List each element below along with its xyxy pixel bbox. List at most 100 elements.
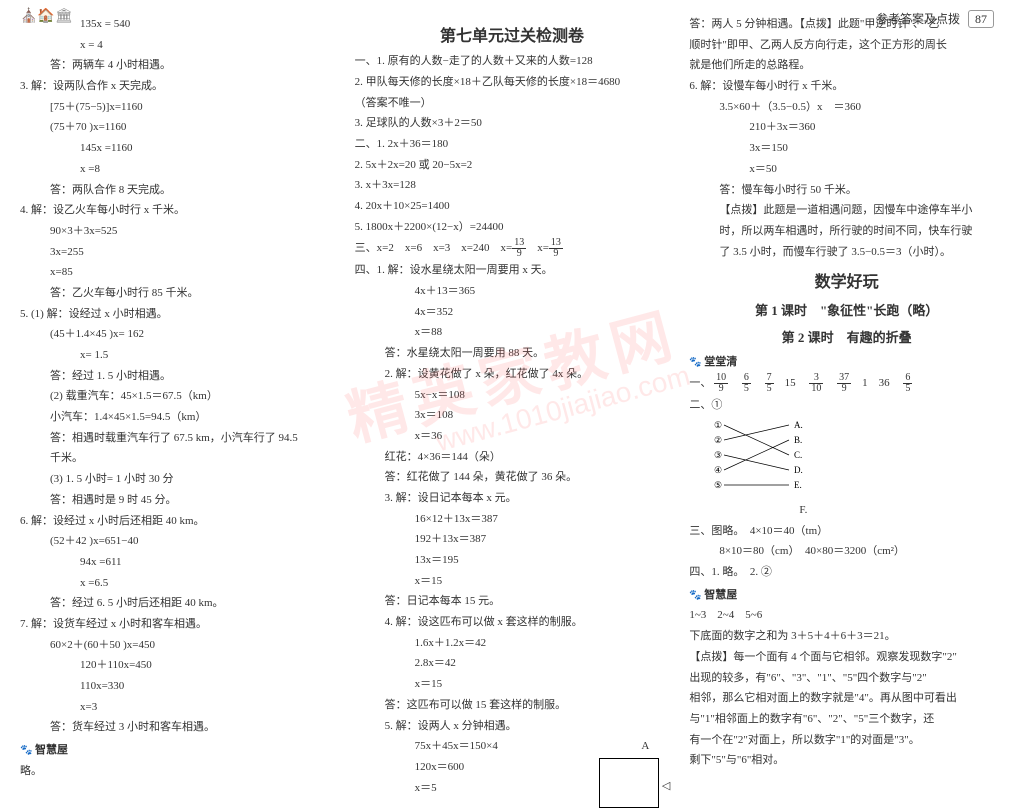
c2-l32: 答：这匹布可以做 15 套这样的制服。	[355, 696, 670, 715]
c2-l17: 5x−x＝108	[355, 386, 670, 405]
c3-l8: x＝50	[689, 160, 1004, 179]
matching-diagram: ①A. ②B. ③C. ④D. ⑤E.	[709, 418, 809, 498]
svg-text:D.: D.	[794, 465, 803, 475]
c2-l11: 四、1. 解：设水星绕太阳一周要用 x 天。	[355, 261, 670, 280]
c1-l5: [75＋(75−5)]x=1160	[20, 98, 335, 117]
c3-sub2: 第 2 课时 有趣的折叠	[689, 327, 1004, 349]
c1-l34: x=3	[20, 698, 335, 717]
c2-l4: 3. 足球队的人数×3＋2＝50	[355, 114, 670, 133]
c2-l14: x＝88	[355, 323, 670, 342]
c2-l24: 192＋13x＝387	[355, 530, 670, 549]
svg-text:①: ①	[714, 420, 722, 430]
c1-l19: (2) 载重汽车：45×1.5＝67.5（km）	[20, 387, 335, 406]
svg-text:④: ④	[714, 465, 722, 475]
c3-title: 数学好玩	[689, 269, 1004, 296]
c3-l12: 了 3.5 小时，而慢车行驶了 3.5−0.5＝3（小时）。	[689, 243, 1004, 262]
c3-l20: 【点拨】每一个面有 4 个面与它相邻。观察发现数字"2"	[689, 648, 1004, 667]
c3-l5: 3.5×60＋（3.5−0.5）x ＝360	[689, 98, 1004, 117]
c3-l9: 答：慢车每小时行 50 千米。	[689, 181, 1004, 200]
c2-l16: 2. 解：设黄花做了 x 朵，红花做了 4x 朵。	[355, 365, 670, 384]
c2-l25: 13x＝195	[355, 551, 670, 570]
svg-text:②: ②	[714, 435, 722, 445]
c2-l8: 4. 20x＋10×25=1400	[355, 197, 670, 216]
c2-l2: 2. 甲队每天修的长度×18＋乙队每天修的长度×18＝4680	[355, 73, 670, 92]
c1-l17: x= 1.5	[20, 346, 335, 365]
c1-l37: 略。	[20, 762, 335, 781]
c1-l18: 答：经过 1. 5 小时相遇。	[20, 367, 335, 386]
c1-l35: 答：货车经过 3 小时和客车相遇。	[20, 718, 335, 737]
c3-l10: 【点拨】此题是一道相遇问题，因慢车中途停车半小	[689, 201, 1004, 220]
svg-text:A.: A.	[794, 420, 803, 430]
svg-text:C.: C.	[794, 450, 802, 460]
c2-l22: 3. 解：设日记本每本 x 元。	[355, 489, 670, 508]
header-deco: ⛪🏠🏛	[20, 8, 73, 25]
c1-l27: 94x =611	[20, 553, 335, 572]
c1-l10: 4. 解：设乙火车每小时行 x 千米。	[20, 201, 335, 220]
c1-l9: 答：两队合作 8 天完成。	[20, 181, 335, 200]
c2-l33: 5. 解：设两人 x 分钟相遇。	[355, 717, 670, 736]
c1-l20: 小汽车：1.4×45×1.5=94.5（km）	[20, 408, 335, 427]
c3-l23: 与"1"相邻面上的数字有"6"、"2"、"5"三个数字，还	[689, 710, 1004, 729]
c2-l31: x＝15	[355, 675, 670, 694]
c2-l30: 2.8x＝42	[355, 654, 670, 673]
c1-l4: 3. 解：设两队合作 x 天完成。	[20, 77, 335, 96]
c1-l21: 答：相遇时载重汽车行了 67.5 km，小汽车行了 94.5	[20, 429, 335, 448]
c2-l21: 答：红花做了 144 朵，黄花做了 36 朵。	[355, 468, 670, 487]
c1-l22: 千米。	[20, 449, 335, 468]
c2-l7: 3. x＋3x=128	[355, 176, 670, 195]
column-3: 答：两人 5 分钟相遇。【点拨】此题"甲逆时针"、"乙 顺时针"即甲、乙两人反方…	[689, 15, 1004, 734]
c1-l6: (75＋70 )x=1160	[20, 118, 335, 137]
c2-l13: 4x＝352	[355, 303, 670, 322]
c1-l26: (52＋42 )x=651−40	[20, 532, 335, 551]
c2-l29: 1.6x＋1.2x＝42	[355, 634, 670, 653]
c1-l2: x = 4	[20, 36, 335, 55]
c2-l26: x＝15	[355, 572, 670, 591]
c1-l28: x =6.5	[20, 574, 335, 593]
column-2: 第七单元过关检测卷 一、1. 原有的人数−走了的人数＋又来的人数=128 2. …	[355, 15, 670, 734]
column-1: 135x = 540 x = 4 答：两辆车 4 小时相遇。 3. 解：设两队合…	[20, 15, 335, 734]
c3-l19: 下底面的数字之和为 3＋5＋4＋6＋3＝21。	[689, 627, 1004, 646]
c3-l7: 3x＝150	[689, 139, 1004, 158]
c3-l11: 时，所以两车相遇时，所行驶的时间不同，快车行驶	[689, 222, 1004, 241]
svg-text:③: ③	[714, 450, 722, 460]
c1-l31: 60×2＋(60＋50 )x=450	[20, 636, 335, 655]
c1-l3: 答：两辆车 4 小时相遇。	[20, 56, 335, 75]
header-title: 参考答案及点拨	[876, 12, 960, 26]
c2-title: 第七单元过关检测卷	[355, 23, 670, 50]
c2-l27: 答：日记本每本 15 元。	[355, 592, 670, 611]
c2-l5: 二、1. 2x＋36＝180	[355, 135, 670, 154]
c3-sec1: 堂堂清	[689, 353, 1004, 372]
header-right: 参考答案及点拨 87	[876, 10, 994, 27]
c1-l33: 110x=330	[20, 677, 335, 696]
c2-l18: 3x＝108	[355, 406, 670, 425]
c3-l18: 1~3 2~4 5~6	[689, 606, 1004, 625]
c1-l29: 答：经过 6. 5 小时后还相距 40 km。	[20, 594, 335, 613]
page-content: 135x = 540 x = 4 答：两辆车 4 小时相遇。 3. 解：设两队合…	[0, 0, 1024, 744]
c3-l6: 210＋3x＝360	[689, 118, 1004, 137]
c1-l11: 90×3＋3x=525	[20, 222, 335, 241]
c3-l2: 顺时针"即甲、乙两人反方向行走，这个正方形的周长	[689, 36, 1004, 55]
c2-l20: 红花：4×36＝144（朵）	[355, 448, 670, 467]
page-number: 87	[968, 10, 994, 28]
c2-l3: （答案不唯一）	[355, 94, 670, 113]
c3-l15: 三、图略。 4×10＝40（tm）	[689, 522, 1004, 541]
c2-l19: x＝36	[355, 427, 670, 446]
c1-l32: 120＋110x=450	[20, 656, 335, 675]
c3-l17: 四、1. 略。 2. ②	[689, 563, 1004, 582]
c1-l23: (3) 1. 5 小时= 1 小时 30 分	[20, 470, 335, 489]
c1-l13: x=85	[20, 263, 335, 282]
c1-l12: 3x=255	[20, 243, 335, 262]
c1-l7: 145x =1160	[20, 139, 335, 158]
svg-text:B.: B.	[794, 435, 802, 445]
c1-l16: (45＋1.4×45 )x= 162	[20, 325, 335, 344]
c3-l3: 就是他们所走的总路程。	[689, 56, 1004, 75]
c2-l1: 一、1. 原有的人数−走了的人数＋又来的人数=128	[355, 52, 670, 71]
c1-l8: x =8	[20, 160, 335, 179]
c1-l30: 7. 解：设货车经过 x 小时和客车相遇。	[20, 615, 335, 634]
c2-l9: 5. 1800x＋2200×(12−x）=24400	[355, 218, 670, 237]
c2-l35: 120x＝600	[355, 758, 670, 777]
c3-l16: 8×10＝80（cm） 40×80＝3200（cm²）	[689, 542, 1004, 561]
c3-sec2: 智慧屋	[689, 586, 1004, 605]
c3-l25: 剩下"5"与"6"相对。	[689, 751, 1004, 770]
c3-l21: 出现的较多，有"6"、"3"、"1"、"5"四个数字与"2"	[689, 669, 1004, 688]
